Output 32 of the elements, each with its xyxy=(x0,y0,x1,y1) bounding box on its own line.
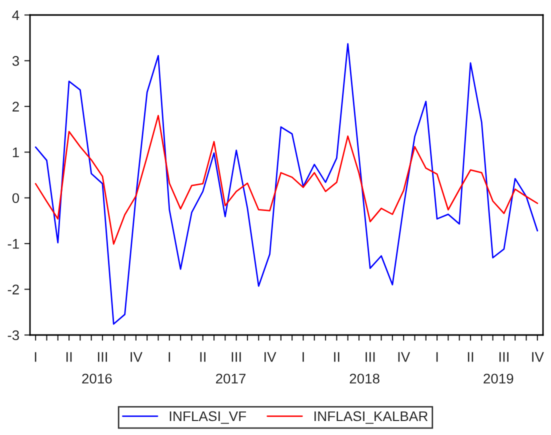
text: 2017 xyxy=(216,374,246,384)
x-tick-label: II xyxy=(468,352,474,362)
y-tick-label: 1 xyxy=(12,148,19,158)
y-tick-label: -3 xyxy=(8,330,19,340)
x-tick-label: I xyxy=(302,352,304,362)
x-tick-label: I xyxy=(168,352,170,362)
y-tick-label: 2 xyxy=(12,102,19,112)
x-tick-label: IV xyxy=(398,352,410,362)
y-tick-label: 3 xyxy=(12,56,19,66)
x-tick-label: IV xyxy=(532,352,544,362)
x-tick-label: III xyxy=(98,352,107,362)
x-tick-label: III xyxy=(366,352,375,362)
x-tick-label: II xyxy=(66,352,72,362)
x-tick-label: IV xyxy=(264,352,276,362)
x-tick-label: II xyxy=(334,352,340,362)
y-tick-label: 4 xyxy=(12,10,20,20)
x-tick-label: I xyxy=(436,352,438,362)
y-tick-label: -1 xyxy=(8,239,19,249)
text: 2019 xyxy=(484,374,514,384)
y-tick-label: 0 xyxy=(12,193,20,204)
x-tick-label: III xyxy=(232,352,241,362)
line-series xyxy=(34,114,538,245)
x-tick-label: III xyxy=(499,352,508,362)
legend-label: INFLASI_KALBAR xyxy=(314,411,428,424)
x-tick-label: II xyxy=(200,352,206,362)
text: 2018 xyxy=(350,374,380,384)
legend-label: INFLASI_VF xyxy=(170,411,246,424)
x-tick-label: IV xyxy=(130,352,142,362)
y-tick-label: -2 xyxy=(8,284,19,294)
x-tick-label: I xyxy=(34,352,36,362)
text: 2016 xyxy=(82,374,112,384)
line-series xyxy=(34,43,538,325)
